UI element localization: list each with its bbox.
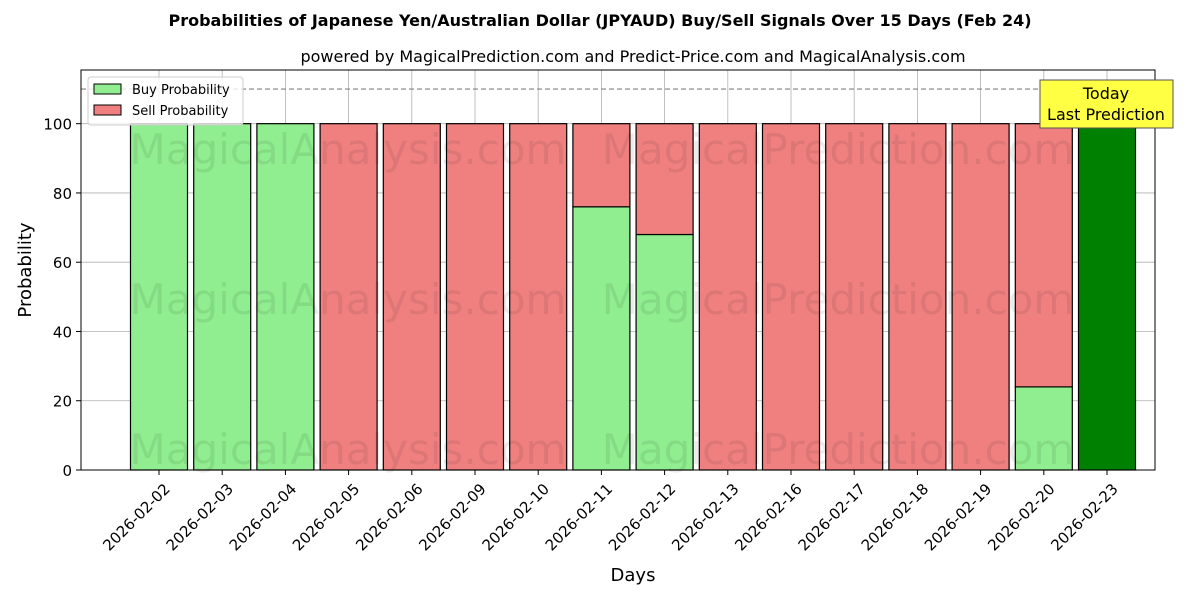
sell-bar-2026-02-20: [1014, 123, 1073, 388]
watermark: MagicalPrediction.com: [602, 425, 1075, 474]
plot-frame: [80, 69, 1156, 471]
x-axis-label: Days: [611, 565, 656, 586]
annotation-line1: Today: [1082, 84, 1129, 103]
watermark: MagicalAnalysis.com: [130, 425, 567, 474]
y-tick-label: 0: [62, 462, 72, 480]
x-tick-label: 2026-02-04: [226, 480, 300, 554]
y-axis: 0 20 40 60 80 100: [43, 116, 81, 480]
watermark: MagicalPrediction.com: [602, 275, 1075, 324]
sell-bar-2026-02-09: [445, 123, 505, 471]
y-tick-label: 60: [53, 254, 72, 272]
legend-label-buy: Buy Probability: [132, 83, 230, 98]
sell-bar-2026-02-06: [382, 123, 441, 471]
watermark: MagicalAnalysis.com: [130, 125, 567, 174]
y-tick-label: 80: [53, 185, 72, 203]
today-annotation: Today Last Prediction: [1039, 79, 1174, 129]
x-tick-label: 2026-02-20: [984, 480, 1058, 554]
watermark: MagicalPrediction.com: [602, 125, 1075, 174]
buy-bar-2026-02-12: [635, 233, 694, 471]
legend-swatch-buy: [93, 83, 122, 95]
buy-bar-2026-02-23: [1077, 123, 1137, 471]
x-tick-label: 2026-02-18: [858, 480, 932, 554]
chart-title: Probabilities of Japanese Yen/Australian…: [168, 11, 1031, 30]
x-tick-label: 2026-02-11: [542, 480, 616, 554]
legend: Buy Probability Sell Probability: [87, 76, 244, 126]
chart-subtitle: powered by MagicalPrediction.com and Pre…: [300, 47, 965, 66]
sell-bar-2026-02-11: [572, 123, 631, 208]
y-tick-label: 40: [53, 323, 72, 341]
watermark: MagicalAnalysis.com: [130, 275, 567, 324]
sell-bar-2026-02-10: [509, 123, 568, 471]
x-tick-label: 2026-02-23: [1047, 480, 1121, 554]
sell-bar-2026-02-16: [761, 123, 821, 471]
sell-bar-2026-02-05: [319, 123, 378, 471]
x-tick-label: 2026-02-10: [479, 480, 553, 554]
x-tick-label: 2026-02-06: [352, 480, 426, 554]
sell-bar-2026-02-17: [825, 123, 884, 471]
legend-label-sell: Sell Probability: [132, 104, 229, 119]
x-tick-label: 2026-02-05: [289, 480, 363, 554]
x-axis: 2026-02-022026-02-032026-02-042026-02-05…: [99, 470, 1122, 554]
sell-bar-2026-02-19: [951, 123, 1010, 471]
y-tick-label: 100: [43, 116, 72, 134]
sell-bar-2026-02-18: [888, 123, 947, 471]
legend-swatch-sell: [93, 104, 122, 116]
x-tick-label: 2026-02-19: [921, 480, 995, 554]
buy-bar-2026-02-04: [256, 123, 315, 471]
bars: [129, 123, 1137, 471]
x-tick-label: 2026-02-17: [795, 480, 869, 554]
sell-bar-2026-02-12: [635, 123, 694, 236]
y-tick-label: 20: [53, 393, 72, 411]
watermarks: MagicalAnalysis.com MagicalPrediction.com…: [130, 125, 1075, 474]
sell-bar-2026-02-13: [698, 123, 757, 471]
x-tick-label: 2026-02-03: [163, 480, 237, 554]
x-tick-label: 2026-02-09: [415, 480, 489, 554]
y-axis-label: Probability: [15, 222, 36, 317]
buy-bar-2026-02-20: [1014, 386, 1073, 471]
x-tick-label: 2026-02-16: [731, 480, 805, 554]
annotation-line2: Last Prediction: [1047, 105, 1165, 124]
x-tick-label: 2026-02-13: [668, 480, 742, 554]
x-tick-label: 2026-02-12: [605, 480, 679, 554]
x-tick-label: 2026-02-02: [99, 480, 173, 554]
